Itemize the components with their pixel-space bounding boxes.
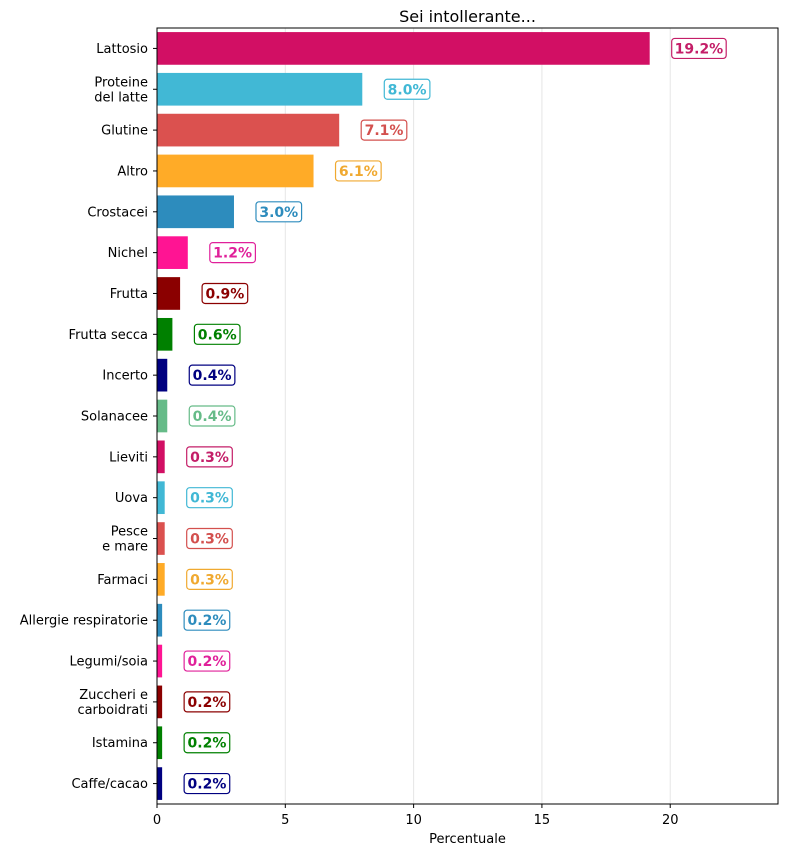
bar-14 (157, 603, 163, 637)
value-label-box-17 (183, 732, 231, 754)
bars (157, 32, 650, 800)
value-label-box-14 (183, 609, 231, 631)
value-label-9: 0.4% (193, 409, 232, 425)
value-label-2: 7.1% (365, 123, 404, 139)
x-tick-label-2: 10 (405, 813, 422, 828)
value-label-0: 19.2% (675, 41, 724, 57)
bar-13 (157, 563, 165, 596)
value-label-box-11 (186, 487, 233, 509)
category-label-16-0: Zuccheri e (79, 688, 148, 703)
bar-3 (157, 154, 314, 188)
value-label-6: 0.9% (205, 286, 244, 302)
bar-4 (157, 195, 234, 229)
category-label-18: Caffe/cacao (71, 777, 148, 792)
bar-5 (157, 236, 188, 269)
value-label-4: 3.0% (259, 205, 298, 221)
x-axis-ticks: 0 5 10 15 20 (153, 804, 679, 828)
bar-12 (157, 522, 165, 555)
value-label-box-5 (209, 242, 256, 264)
bar-8 (157, 358, 168, 392)
x-tick-label-3: 15 (534, 813, 551, 828)
category-label-12-1: e mare (102, 540, 148, 555)
category-label-0: Lattosio (96, 42, 148, 57)
x-tick-label-4: 20 (662, 813, 679, 828)
value-label-box-9 (188, 405, 236, 427)
category-label-7: Frutta secca (69, 328, 148, 343)
bar-2 (157, 113, 340, 147)
value-label-3: 6.1% (339, 164, 378, 180)
value-label-box-3 (334, 160, 382, 182)
x-tick-label-1: 5 (281, 813, 289, 828)
bar-18 (157, 767, 163, 800)
bar-9 (157, 399, 168, 433)
bar-15 (157, 644, 163, 678)
category-label-11: Uova (115, 491, 148, 506)
category-label-9: Solanacee (81, 410, 148, 425)
value-label-8: 0.4% (193, 368, 232, 384)
value-label-7: 0.6% (198, 327, 237, 343)
category-label-6: Frutta (110, 287, 148, 302)
bar-1 (157, 72, 363, 106)
category-label-5: Nichel (108, 246, 148, 261)
category-label-12-0: Pesce (111, 525, 148, 540)
value-label-box-0 (671, 37, 727, 60)
bar-16 (157, 685, 163, 719)
value-label-box-1 (383, 78, 431, 100)
value-label-17: 0.2% (188, 736, 227, 752)
value-label-13: 0.3% (190, 572, 229, 588)
value-label-12: 0.3% (190, 532, 229, 548)
value-label-box-15 (183, 650, 231, 672)
value-label-box-6 (201, 282, 249, 305)
category-label-15: Legumi/soia (70, 655, 148, 670)
value-label-box-16 (183, 691, 231, 713)
value-label-15: 0.2% (188, 654, 227, 670)
bar-7 (157, 317, 173, 351)
category-label-14: Allergie respiratorie (20, 614, 148, 629)
value-label-11: 0.3% (190, 491, 229, 507)
value-label-box-12 (186, 527, 233, 550)
value-label-box-13 (186, 568, 233, 590)
category-label-16-1: carboidrati (77, 703, 148, 718)
bar-6 (157, 277, 181, 310)
category-label-1-1: del latte (94, 90, 148, 105)
x-tick-label-0: 0 (153, 813, 161, 828)
category-label-2: Glutine (101, 124, 148, 139)
value-label-18: 0.2% (188, 777, 227, 793)
value-label-box-10 (186, 446, 233, 468)
value-label-1: 8.0% (388, 82, 427, 98)
value-labels: 19.2% 8.0% 7.1% 6.1% 3.0% 1.2% 0.9% 0.6% 0.4% 0.4… (183, 37, 727, 795)
value-label-16: 0.2% (188, 695, 227, 711)
category-label-17: Istamina (92, 736, 148, 751)
value-label-box-7 (193, 323, 241, 345)
bar-11 (157, 481, 165, 515)
value-label-5: 1.2% (213, 246, 252, 262)
bar-10 (157, 440, 165, 474)
category-label-1-0: Proteine (94, 75, 148, 90)
category-label-3: Altro (117, 164, 148, 179)
value-label-box-18 (183, 772, 231, 795)
value-label-10: 0.3% (190, 450, 229, 466)
bar-0 (157, 32, 650, 65)
category-label-8: Incerto (102, 369, 148, 384)
x-axis-title: Percentuale (429, 832, 506, 847)
value-label-box-2 (360, 119, 408, 141)
value-label-14: 0.2% (188, 613, 227, 629)
value-label-box-4 (255, 201, 303, 223)
value-label-box-8 (188, 364, 236, 386)
bar-17 (157, 726, 163, 760)
category-label-10: Lieviti (109, 450, 148, 465)
grid-lines (284, 28, 671, 804)
chart-title: Sei intollerante... (399, 7, 536, 26)
category-label-4: Crostacei (87, 205, 148, 220)
category-label-13: Farmaci (97, 573, 148, 588)
